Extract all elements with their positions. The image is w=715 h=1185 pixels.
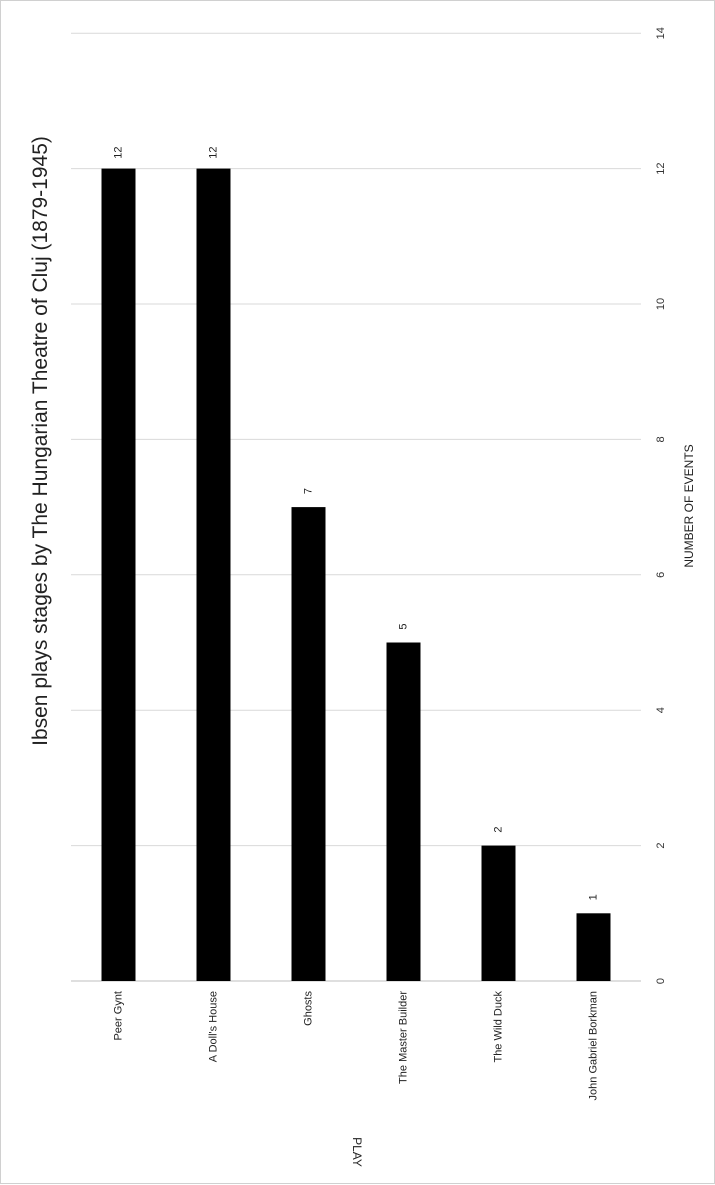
- category-label: Ghosts: [302, 991, 314, 1026]
- category-label: The Master Builder: [397, 991, 409, 1084]
- data-label: 5: [397, 623, 409, 629]
- x-tick-label: 6: [655, 572, 667, 578]
- category-label: Peer Gynt: [112, 991, 124, 1041]
- x-tick-label: 4: [655, 707, 667, 713]
- chart-title: Ibsen plays stages by The Hungarian Thea…: [29, 136, 52, 746]
- category-label: The Wild Duck: [492, 991, 504, 1063]
- bar: [291, 507, 326, 981]
- x-tick-label: 14: [655, 27, 667, 39]
- data-label: 7: [302, 488, 314, 494]
- x-tick-label: 12: [655, 162, 667, 174]
- y-axis-title: PLAY: [350, 1137, 364, 1167]
- bar: [196, 168, 231, 982]
- bar: [576, 913, 611, 981]
- category-label: John Gabriel Borkman: [587, 991, 599, 1100]
- bar: [101, 168, 136, 982]
- bar: [481, 845, 516, 981]
- x-tick-label: 10: [655, 298, 667, 310]
- data-label: 12: [207, 146, 219, 158]
- data-label: 1: [587, 894, 599, 900]
- x-tick-label: 0: [655, 978, 667, 984]
- data-label: 12: [112, 146, 124, 158]
- data-label: 2: [492, 827, 504, 833]
- bar: [386, 642, 421, 981]
- x-tick-label: 2: [655, 843, 667, 849]
- x-axis-title: NUMBER OF EVENTS: [682, 444, 696, 568]
- category-label: A Doll's House: [207, 991, 219, 1062]
- x-tick-label: 8: [655, 436, 667, 442]
